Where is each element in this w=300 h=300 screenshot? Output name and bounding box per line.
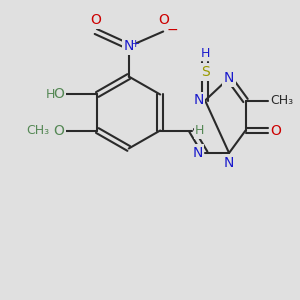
Text: O: O bbox=[53, 88, 64, 101]
Text: O: O bbox=[53, 124, 64, 137]
Text: N: N bbox=[124, 40, 134, 53]
Text: O: O bbox=[270, 124, 281, 137]
Text: +: + bbox=[131, 39, 140, 50]
Text: H: H bbox=[46, 88, 56, 101]
Text: N: N bbox=[193, 94, 204, 107]
Text: O: O bbox=[90, 13, 101, 27]
Text: N: N bbox=[224, 71, 234, 85]
Text: N: N bbox=[224, 156, 234, 170]
Text: O: O bbox=[158, 13, 169, 27]
Text: −: − bbox=[167, 22, 178, 36]
Text: CH₃: CH₃ bbox=[270, 94, 293, 107]
Text: S: S bbox=[201, 65, 209, 79]
Text: H: H bbox=[195, 124, 205, 137]
Text: CH₃: CH₃ bbox=[26, 124, 50, 137]
Text: N: N bbox=[192, 146, 203, 160]
Text: H: H bbox=[200, 47, 210, 60]
